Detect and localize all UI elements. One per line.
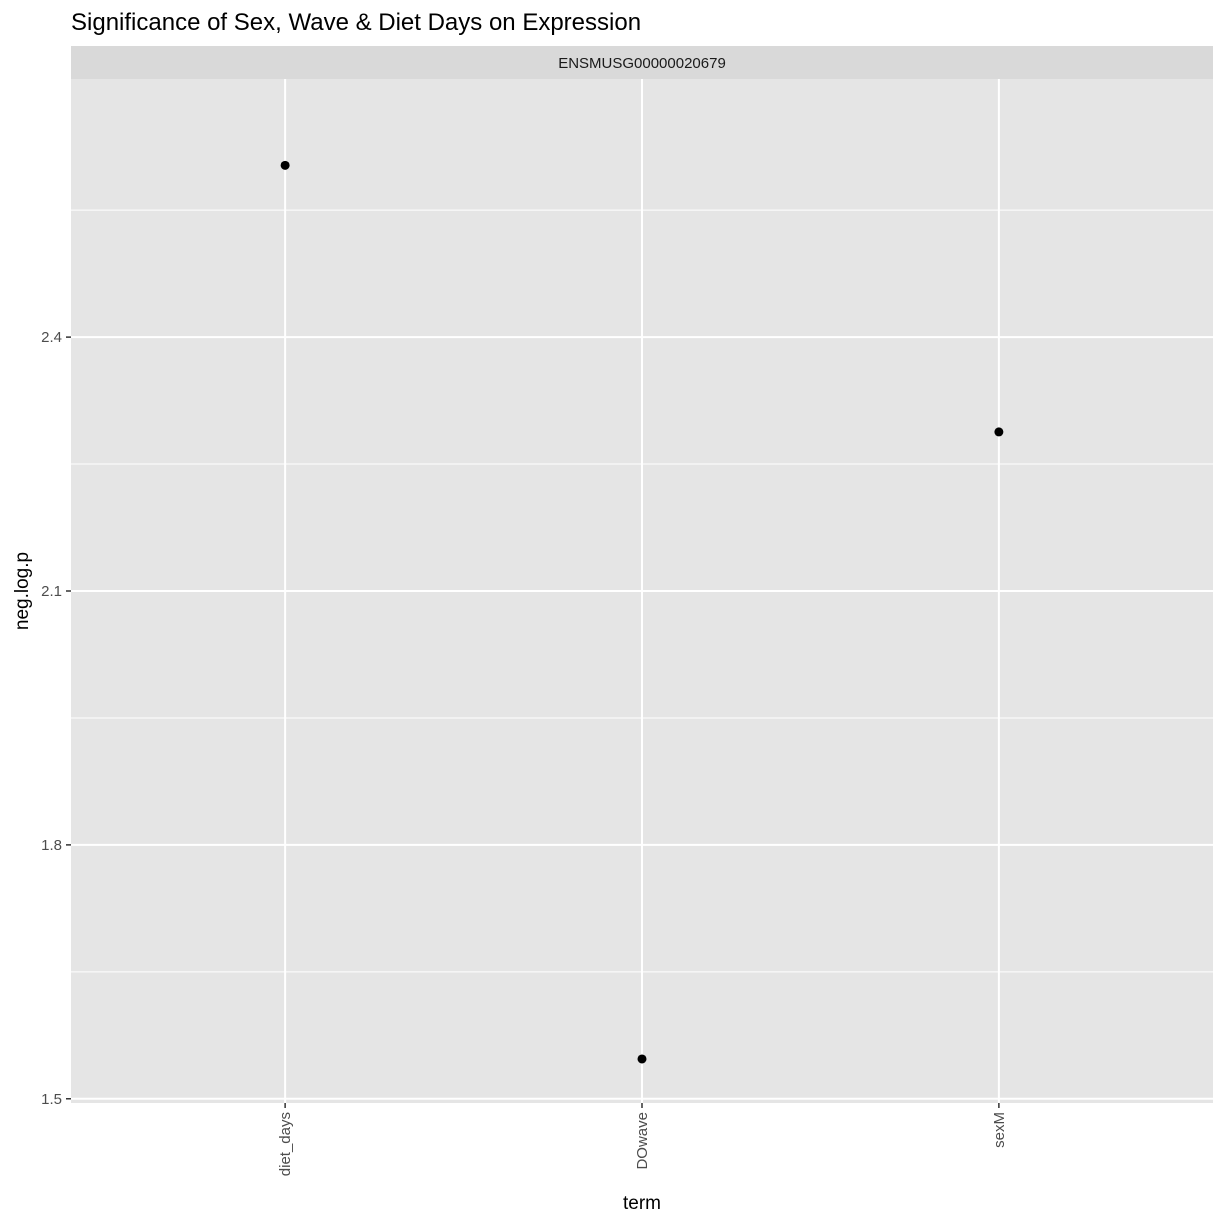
y-tick-label-0: 1.5 (41, 1091, 62, 1108)
chart-title: Significance of Sex, Wave & Diet Days on… (71, 9, 641, 36)
grid-major (71, 79, 1213, 1103)
x-tick-label-2: sexM (991, 1112, 1008, 1148)
y-tick-label-1: 1.8 (41, 837, 62, 854)
y-tick-label-3: 2.4 (41, 329, 62, 346)
facet-strip (71, 46, 1213, 79)
y-axis: 1.5 1.8 2.1 2.4 (41, 329, 71, 1108)
facet-label: ENSMUSG00000020679 (558, 55, 726, 72)
data-point-diet_days (280, 160, 290, 170)
x-tick-label-0: diet_days (277, 1112, 294, 1176)
y-axis-title: neg.log.p (12, 552, 33, 630)
y-tick-label-2: 2.1 (41, 583, 62, 600)
data-point-sexM (994, 427, 1004, 437)
x-axis-title: term (623, 1193, 661, 1214)
x-axis: diet_days DOwave sexM (277, 1103, 1008, 1176)
data-point-DOwave (637, 1054, 647, 1064)
x-tick-label-1: DOwave (634, 1112, 651, 1170)
data-points (280, 160, 1004, 1064)
